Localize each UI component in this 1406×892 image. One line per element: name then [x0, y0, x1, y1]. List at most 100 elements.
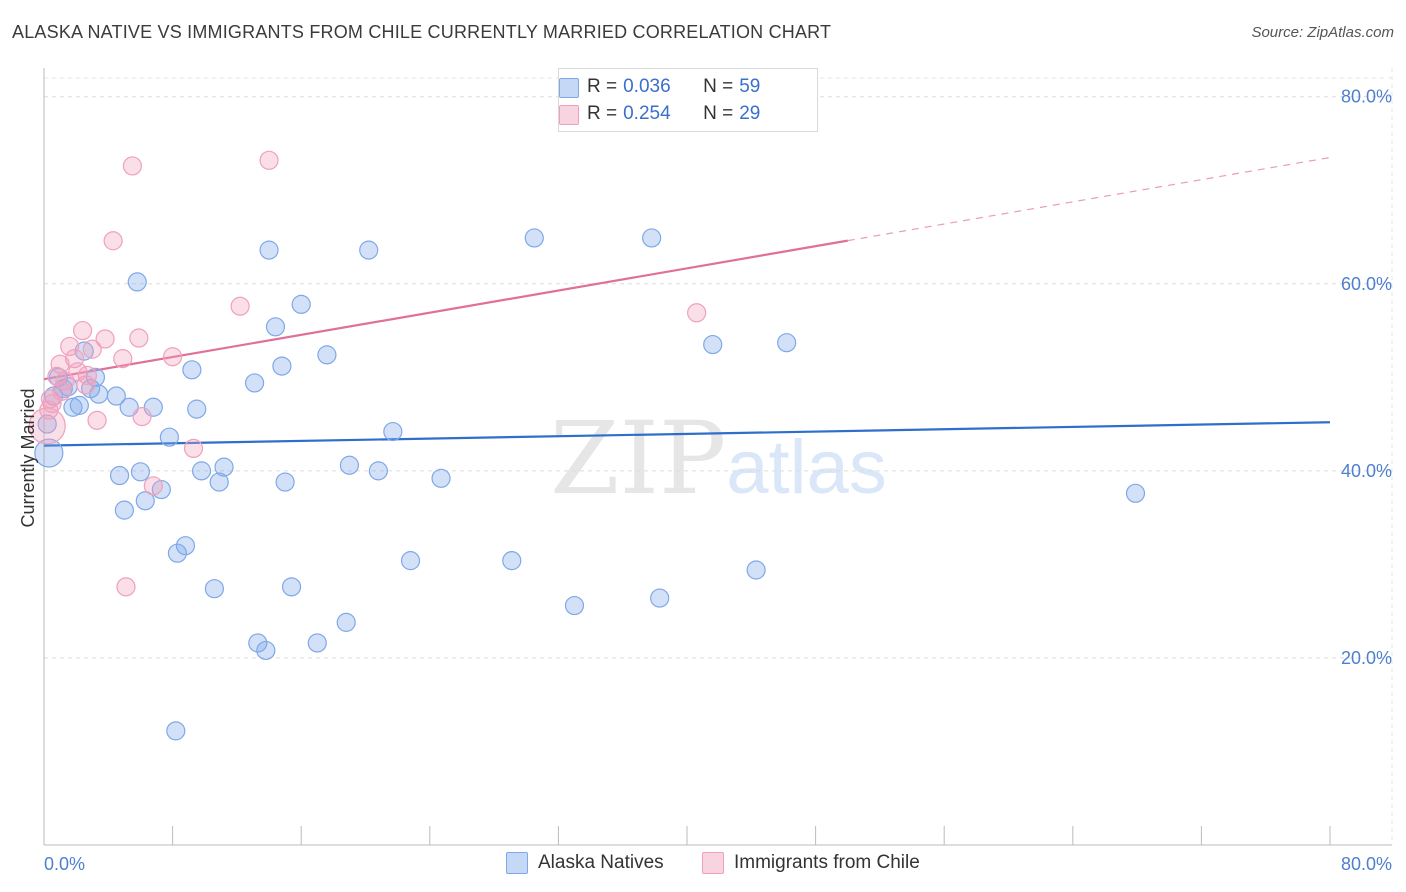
alaska-point: [359, 240, 379, 260]
tick-labels: 20.0% 40.0% 60.0% 80.0% 0.0% 80.0% Currently M…: [18, 87, 1392, 874]
legend-r-label: R =: [587, 103, 618, 124]
alaska-point: [400, 551, 421, 571]
alaska-point: [214, 457, 234, 477]
alaska-point: [339, 455, 360, 475]
alaska-point: [166, 721, 186, 741]
y-tick-label: 40.0%: [1341, 461, 1392, 481]
legend-row-alaska: R = 0.036 N = 59: [559, 74, 761, 100]
legend-n-value: 59: [739, 76, 761, 97]
chile-point: [129, 328, 149, 348]
chile-point: [143, 476, 163, 496]
chile-point: [163, 347, 183, 367]
alaska-point: [37, 414, 57, 434]
chile-trend-line: [43, 239, 848, 381]
alaska-point: [272, 356, 292, 376]
alaska-point: [431, 468, 451, 488]
legend-swatch-chile: [559, 105, 579, 125]
alaska-point: [1125, 483, 1146, 503]
legend: R = 0.036 N = 59 R = 0.254 N = 29: [558, 68, 818, 132]
chile-point: [230, 296, 250, 316]
bottom-legend-label-chile: Immigrants from Chile: [734, 852, 920, 873]
chile-point: [122, 156, 143, 176]
alaska-point: [502, 551, 522, 571]
chile-point: [687, 303, 707, 323]
chile-point: [87, 410, 107, 430]
chile-point: [52, 381, 72, 401]
chile-point: [259, 150, 279, 170]
chile-point: [60, 336, 80, 357]
chile-point: [82, 339, 102, 359]
alaska-point: [259, 240, 279, 260]
alaska-point: [275, 472, 295, 492]
alaska-point: [265, 317, 286, 337]
axes: [43, 68, 1392, 846]
chile-point: [113, 349, 133, 369]
alaska-trend-line: [43, 421, 1331, 447]
alaska-point: [191, 461, 212, 481]
chile-point: [103, 231, 123, 251]
legend-swatch-alaska: [559, 78, 579, 98]
chile-trend-line-extension: [847, 156, 1331, 242]
alaska-point: [317, 345, 337, 365]
watermark: ZIPatlas: [550, 400, 887, 517]
alaska-point: [642, 228, 662, 248]
alaska-point: [119, 397, 139, 417]
trend-lines: [43, 156, 1331, 447]
y-tick-label: 20.0%: [1341, 648, 1392, 668]
alaska-point: [244, 373, 265, 393]
watermark-zip: ZIP: [550, 400, 727, 517]
data-points: [28, 110, 1146, 741]
legend-r-label: R =: [587, 76, 618, 97]
alaska-point: [307, 633, 327, 653]
alaska-point: [564, 595, 585, 616]
chile-point: [72, 320, 93, 341]
alaska-point: [209, 472, 229, 492]
alaska-point: [650, 588, 670, 608]
alaska-point: [746, 560, 766, 580]
legend-n-value: 29: [739, 103, 761, 124]
chile-point: [77, 365, 98, 386]
legend-n-label: N =: [703, 103, 734, 124]
alaska-point: [281, 577, 302, 597]
bottom-legend-swatch-alaska: [506, 852, 528, 874]
alaska-point: [167, 543, 188, 563]
alaska-point: [159, 427, 179, 447]
y-axis-title: Currently Married: [18, 388, 38, 527]
alaska-point: [187, 399, 207, 419]
alaska-point: [127, 272, 147, 292]
bottom-legend-swatch-chile: [702, 852, 724, 874]
alaska-point: [69, 395, 89, 415]
chile-point: [95, 329, 115, 349]
legend-row-chile: R = 0.254 N = 29: [559, 101, 761, 127]
alaska-point: [383, 421, 403, 442]
alaska-point: [130, 462, 151, 482]
chile-point: [55, 371, 75, 391]
alaska-point: [63, 397, 83, 417]
watermark-atlas: atlas: [726, 425, 887, 510]
bottom-legend-chile: Immigrants from Chile: [702, 852, 920, 874]
alaska-point: [777, 333, 797, 353]
chile-point: [183, 438, 204, 459]
alaska-point: [204, 579, 224, 599]
alaska-point: [74, 341, 94, 361]
alaska-point: [106, 386, 126, 406]
chile-point: [132, 407, 152, 427]
alaska-point: [143, 397, 163, 417]
x-tick-label: 0.0%: [44, 854, 85, 874]
y-tick-label: 60.0%: [1341, 274, 1392, 294]
bottom-legend-alaska: Alaska Natives: [506, 852, 664, 874]
chile-point: [116, 577, 136, 597]
alaska-point: [34, 438, 64, 468]
alaska-point: [109, 465, 130, 486]
alaska-point: [114, 500, 134, 520]
legend-r-value: 0.254: [623, 103, 671, 124]
x-tick-label: 80.0%: [1341, 854, 1392, 874]
alaska-point: [336, 612, 356, 632]
legend-n-label: N =: [703, 76, 734, 97]
alaska-point: [703, 334, 723, 355]
y-tick-label: 80.0%: [1341, 87, 1392, 107]
bottom-legend: Alaska Natives Immigrants from Chile: [0, 852, 1406, 878]
alaska-point: [524, 228, 544, 248]
alaska-point: [248, 633, 268, 653]
